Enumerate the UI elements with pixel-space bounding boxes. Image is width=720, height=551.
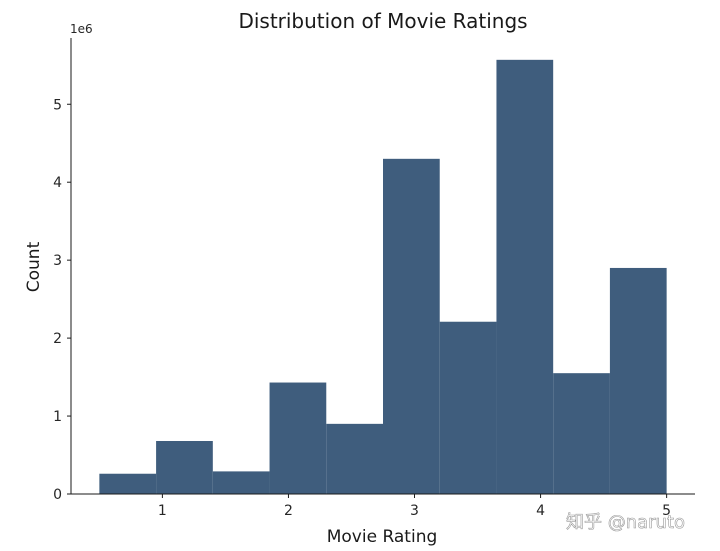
histogram-bar xyxy=(269,382,327,494)
watermark-text: 知乎 @naruto xyxy=(566,512,685,533)
x-tick-label: 5 xyxy=(662,503,671,519)
y-tick-label: 2 xyxy=(53,331,62,347)
x-tick-label: 1 xyxy=(158,503,167,519)
y-ticks-group: 0 1 2 3 4 5 xyxy=(53,97,71,503)
histogram-bar xyxy=(156,440,213,494)
y-tick-label: 5 xyxy=(53,97,62,113)
y-tick-label: 4 xyxy=(53,175,62,191)
y-axis-offset-label: 1e6 xyxy=(70,22,93,36)
histogram-bar xyxy=(212,471,270,494)
histogram-bar xyxy=(326,423,383,494)
histogram-bar xyxy=(496,59,554,494)
histogram-bar xyxy=(553,373,610,494)
x-tick-label: 3 xyxy=(410,503,419,519)
x-axis-label: Movie Rating xyxy=(327,527,438,547)
y-tick-label: 1 xyxy=(53,409,62,425)
bars-group xyxy=(99,59,667,495)
histogram-bar xyxy=(99,473,157,494)
histogram-bar xyxy=(383,158,440,495)
chart-title: Distribution of Movie Ratings xyxy=(238,9,527,33)
x-tick-label: 4 xyxy=(536,503,545,519)
x-tick-label: 2 xyxy=(284,503,293,519)
y-tick-label: 3 xyxy=(53,253,62,269)
y-tick-label: 0 xyxy=(53,487,62,503)
y-axis-label: Count xyxy=(24,241,44,292)
x-ticks-group: 1 2 3 4 5 xyxy=(158,494,671,519)
histogram-bar xyxy=(439,321,497,494)
histogram-bar xyxy=(609,267,667,494)
